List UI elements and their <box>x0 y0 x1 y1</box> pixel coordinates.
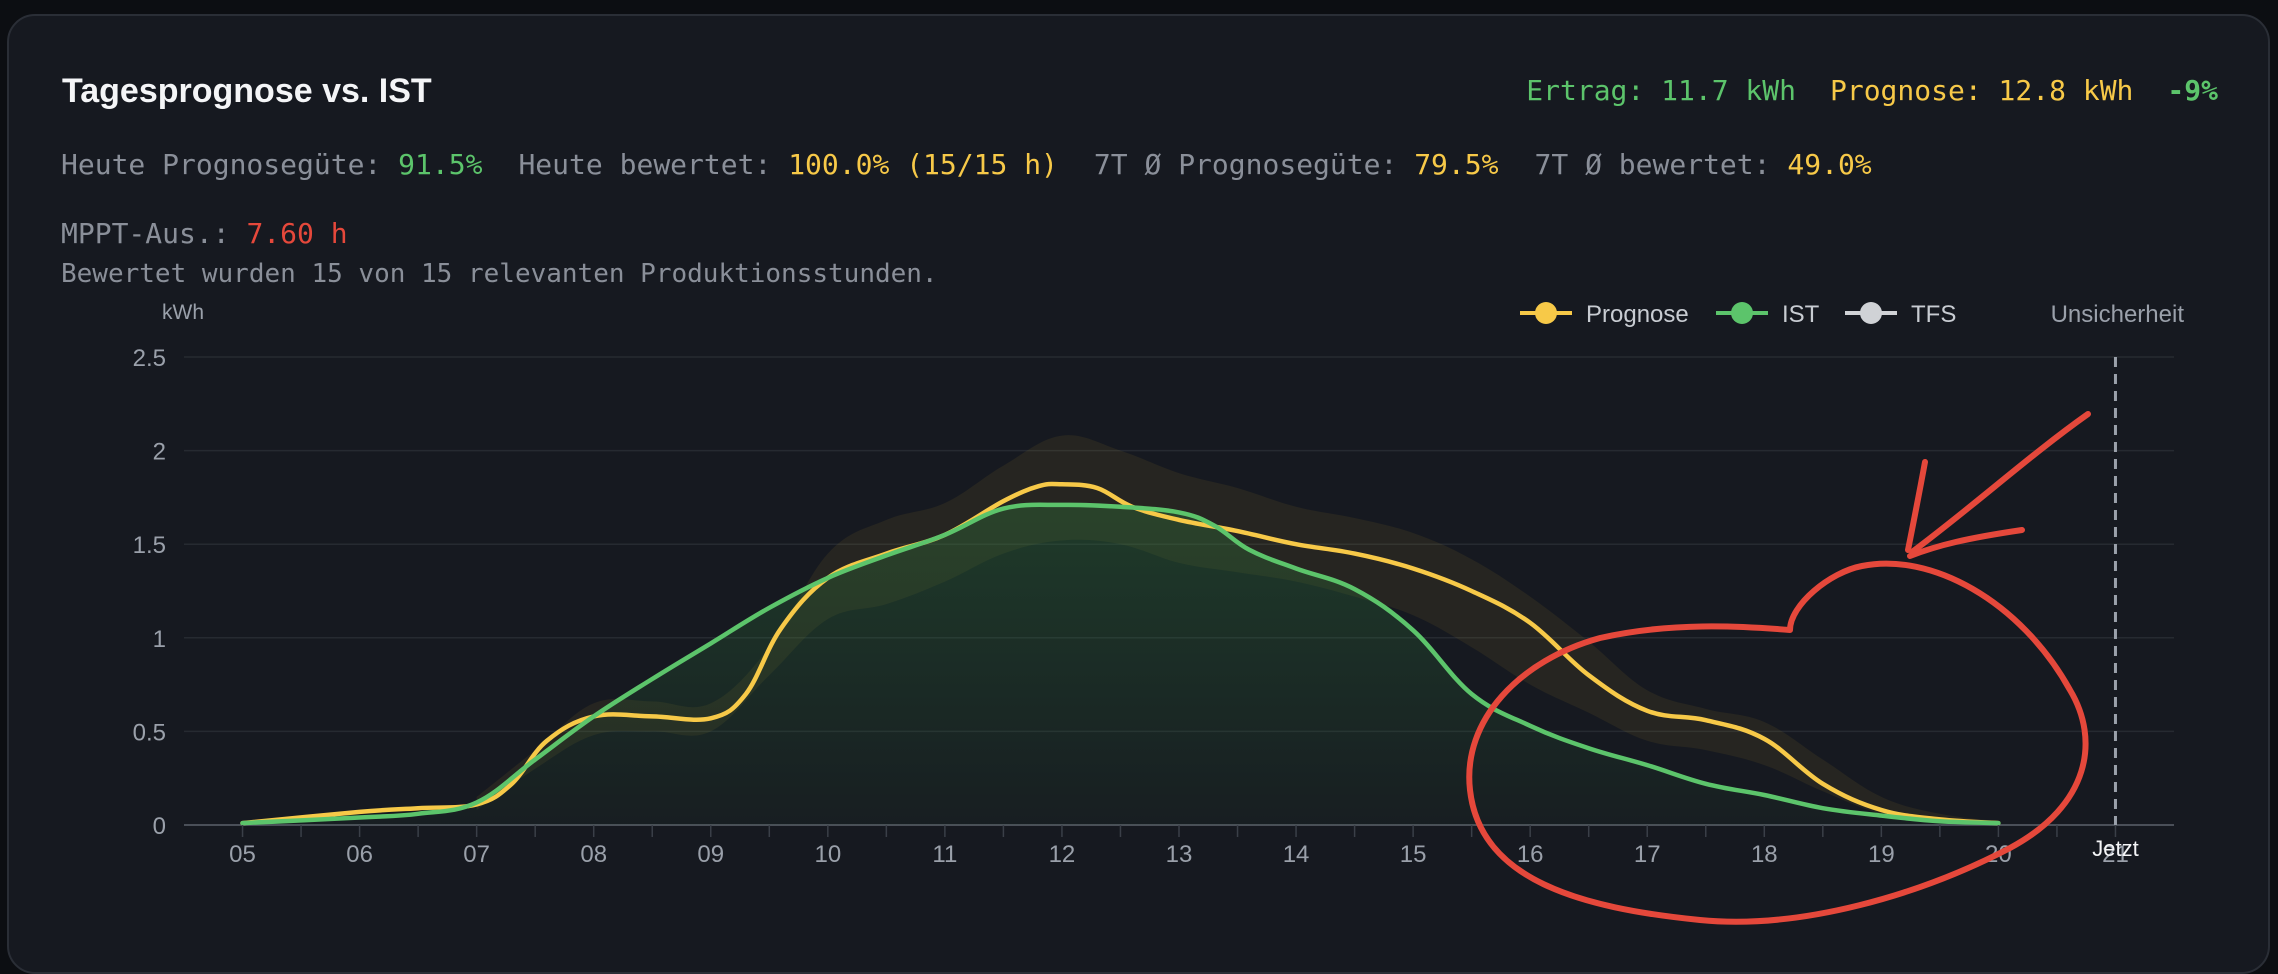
x-tick-label: 19 <box>1868 841 1895 868</box>
uncertainty-area <box>476 435 1999 825</box>
y-axis-label: kWh <box>162 301 204 324</box>
x-tick-label: 09 <box>697 841 724 868</box>
prognose-value: Prognose: 12.8 kWh <box>1829 74 2134 107</box>
summary: Ertrag: 11.7 kWh Prognose: 12.8 kWh -9% <box>1492 74 2218 107</box>
y-tick-label: 2.5 <box>133 345 166 372</box>
series-lines <box>240 481 2001 826</box>
x-tick-label: 21 <box>2102 841 2129 868</box>
axes: 0 0.5 1 1.5 2 2.5 kWh 05 06 07 08 09 10 11 12 13 14 15 16 1… <box>133 301 2139 868</box>
x-tick-label: 07 <box>463 841 490 868</box>
sieben-guete: 7T Ø Prognosegüte: 79.5% <box>1093 148 1499 181</box>
x-tick-label: 12 <box>1049 841 1076 868</box>
y-tick-label: 1 <box>153 626 166 653</box>
y-tick-label: 2 <box>153 439 166 466</box>
delta-badge: -9% <box>2167 74 2218 107</box>
legend: Prognose IST TFS Unsicherheit <box>1520 301 2184 328</box>
evaluation-note: Bewertet wurden 15 von 15 relevanten Pro… <box>61 259 938 289</box>
now-marker-label: Jetzt <box>2092 836 2138 861</box>
x-tick-label: 08 <box>580 841 607 868</box>
ist-area <box>242 504 1999 825</box>
legend-label: IST <box>1782 301 1820 328</box>
annotation-scribbles <box>1466 411 2091 925</box>
x-tick-label: 15 <box>1400 841 1427 868</box>
uncertainty-band <box>242 435 1999 825</box>
y-tick-label: 0 <box>153 813 166 840</box>
x-tick-label: 13 <box>1166 841 1193 868</box>
sieben-bewertet: 7T Ø bewertet: 49.0% <box>1534 148 1872 181</box>
y-tick-label: 1.5 <box>133 532 166 559</box>
mppt-line: MPPT-Aus.: 7.60 h <box>61 217 348 250</box>
legend-label: TFS <box>1911 301 1956 328</box>
heute-guete: Heute Prognosegüte: 91.5% <box>61 148 483 181</box>
x-tick-label: 17 <box>1634 841 1661 868</box>
x-tick-label: 10 <box>814 841 841 868</box>
series-line-ist <box>240 502 2001 826</box>
annotation-circle <box>1466 560 2089 925</box>
annotation-arrow-head <box>1905 459 2025 559</box>
legend-marker <box>1535 302 1557 324</box>
page-title: Tagesprognose vs. IST <box>62 72 432 110</box>
heute-bewertet: Heute bewertet: 100.0% (15/15 h) <box>518 148 1058 181</box>
legend-label: Prognose <box>1586 301 1689 328</box>
x-tick-label: 06 <box>346 841 373 868</box>
stats-line: Heute Prognosegüte: 91.5% Heute bewertet:… <box>61 148 1908 181</box>
x-tick-label: 18 <box>1751 841 1778 868</box>
y-tick-label: 0.5 <box>133 719 166 746</box>
x-tick-label: 16 <box>1517 841 1544 868</box>
ertrag-value: Ertrag: 11.7 kWh <box>1526 74 1796 107</box>
legend-marker <box>1731 302 1753 324</box>
x-tick-label: 05 <box>229 841 256 868</box>
x-tick-label: 11 <box>932 841 957 868</box>
x-tick-label: 14 <box>1283 841 1310 868</box>
series-line-prognose <box>240 481 2001 826</box>
annotation-arrow-shaft <box>1909 411 2091 555</box>
legend-marker <box>1860 302 1882 324</box>
legend-label-uncertainty: Unsicherheit <box>2051 301 2185 328</box>
